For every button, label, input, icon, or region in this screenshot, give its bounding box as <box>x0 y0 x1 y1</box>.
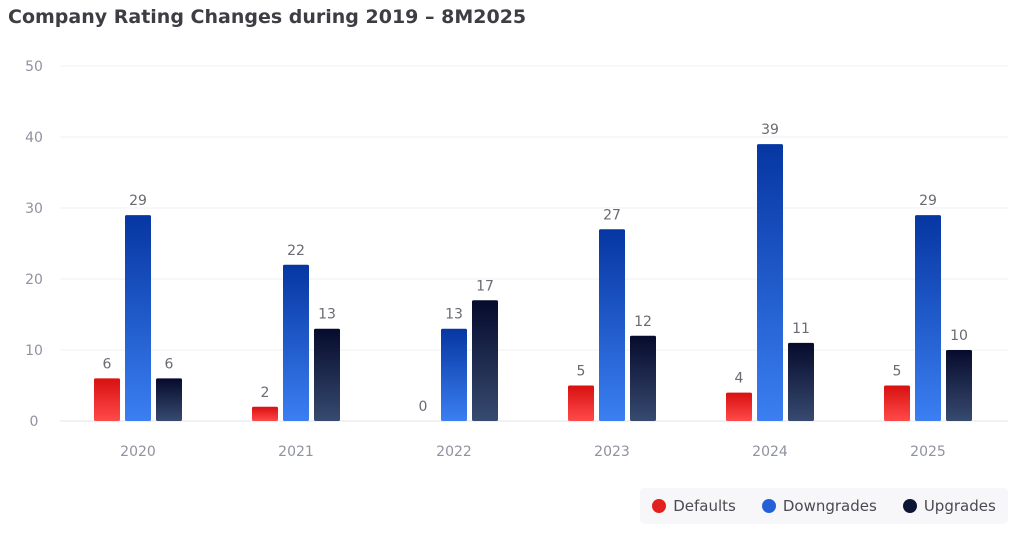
data-label-downgrades-2024: 39 <box>761 122 779 138</box>
legend-label-upgrades: Upgrades <box>923 497 996 515</box>
data-label-defaults-2022: 0 <box>419 399 428 415</box>
x-tick-label-2025: 2025 <box>910 444 946 460</box>
gridlines <box>60 65 1008 422</box>
data-label-upgrades-2020: 6 <box>165 356 174 372</box>
data-label-upgrades-2023: 12 <box>634 314 652 330</box>
bar-upgrades-2024[interactable] <box>788 342 814 421</box>
bar-downgrades-2022[interactable] <box>441 328 467 421</box>
legend-dot-defaults <box>652 499 667 513</box>
data-label-defaults-2023: 5 <box>577 364 586 380</box>
data-label-upgrades-2025: 10 <box>950 328 968 344</box>
legend-label-defaults: Defaults <box>673 497 736 515</box>
bar-upgrades-2020[interactable] <box>156 378 182 421</box>
x-tick-label-2024: 2024 <box>752 444 788 460</box>
data-label-upgrades-2022: 17 <box>476 278 494 294</box>
bar-upgrades-2022[interactable] <box>472 300 498 421</box>
x-tick-label-2022: 2022 <box>436 444 472 460</box>
data-label-downgrades-2025: 29 <box>919 193 937 209</box>
legend: Defaults Downgrades Upgrades <box>640 488 1008 524</box>
y-tick-label-50: 50 <box>25 59 43 75</box>
y-tick-label-30: 30 <box>25 201 43 217</box>
legend-item-defaults[interactable]: Defaults <box>652 497 736 515</box>
bar-defaults-2020[interactable] <box>94 378 120 421</box>
legend-label-downgrades: Downgrades <box>782 497 877 515</box>
data-label-downgrades-2022: 13 <box>445 307 463 323</box>
bar-defaults-2024[interactable] <box>726 392 752 421</box>
bar-downgrades-2025[interactable] <box>915 215 941 421</box>
data-label-upgrades-2024: 11 <box>792 321 810 337</box>
bar-defaults-2021[interactable] <box>252 406 278 421</box>
y-tick-label-40: 40 <box>25 130 43 146</box>
bar-downgrades-2023[interactable] <box>599 229 625 421</box>
y-tick-label-10: 10 <box>25 343 43 359</box>
legend-dot-upgrades <box>902 499 917 513</box>
bar-defaults-2025[interactable] <box>884 385 910 422</box>
data-label-defaults-2021: 2 <box>261 385 270 401</box>
bar-upgrades-2021[interactable] <box>314 328 340 421</box>
bar-downgrades-2021[interactable] <box>283 264 309 421</box>
y-tick-label-20: 20 <box>25 272 43 288</box>
data-label-defaults-2025: 5 <box>893 364 902 380</box>
legend-item-downgrades[interactable]: Downgrades <box>761 497 877 515</box>
data-label-downgrades-2021: 22 <box>287 243 305 259</box>
data-label-defaults-2024: 4 <box>735 371 744 387</box>
data-label-defaults-2020: 6 <box>103 356 112 372</box>
x-tick-label-2021: 2021 <box>278 444 314 460</box>
x-axis-ticks: 2020 2021 2022 2023 2024 2025 <box>120 444 946 460</box>
legend-item-upgrades[interactable]: Upgrades <box>902 497 996 515</box>
bars <box>94 144 972 421</box>
chart-title: Company Rating Changes during 2019 – 8M2… <box>8 6 527 28</box>
data-label-upgrades-2021: 13 <box>318 307 336 323</box>
x-tick-label-2023: 2023 <box>594 444 630 460</box>
bar-upgrades-2025[interactable] <box>946 350 972 421</box>
y-tick-label-0: 0 <box>30 414 39 430</box>
data-label-downgrades-2020: 29 <box>129 193 147 209</box>
x-tick-label-2020: 2020 <box>120 444 156 460</box>
data-label-downgrades-2023: 27 <box>603 207 621 223</box>
bar-downgrades-2020[interactable] <box>125 215 151 421</box>
bar-upgrades-2023[interactable] <box>630 335 656 421</box>
bar-defaults-2023[interactable] <box>568 385 594 422</box>
bar-downgrades-2024[interactable] <box>757 144 783 421</box>
legend-dot-downgrades <box>761 499 776 513</box>
y-axis-ticks: 0 10 20 30 40 50 <box>25 59 43 430</box>
